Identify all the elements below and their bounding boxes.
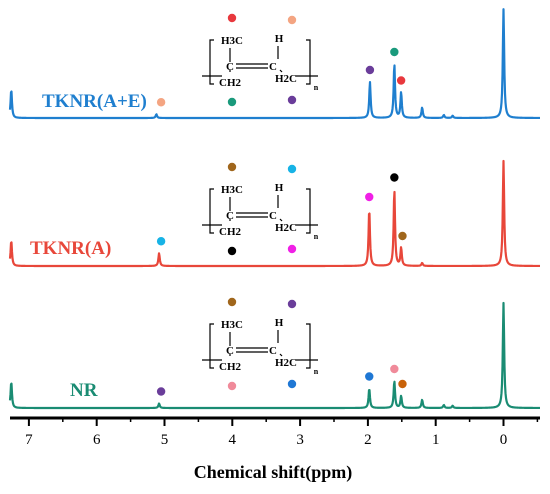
x-tick-label: 0 [500, 432, 508, 448]
hydrogen-label: H [275, 33, 284, 45]
structure-dot [287, 15, 297, 25]
ch2-left-label: CH2 [219, 226, 242, 238]
structure-dot [227, 162, 237, 172]
series-TKNR(A+E): TKNR(A+E) [8, 8, 541, 120]
carbon-label: C [269, 210, 277, 222]
peak-marker [390, 364, 399, 374]
methyl-label: H3C [221, 35, 243, 47]
carbon-label: C [269, 61, 277, 73]
peak-marker [365, 372, 374, 381]
bond [279, 69, 283, 73]
x-axis: 7 6 5 4 3 2 1 0 [10, 416, 540, 448]
x-axis-title: Chemical shift(ppm) [194, 462, 353, 483]
x-tick-label: 7 [25, 432, 33, 448]
repeat-subscript: n [314, 83, 319, 92]
spectrum-line [8, 8, 541, 120]
x-tick-label: 5 [161, 432, 169, 448]
structure-dot [287, 379, 297, 389]
carbon-label: C [269, 345, 277, 357]
structure-dot [287, 244, 297, 254]
bracket-left [209, 188, 214, 234]
peak-marker [398, 379, 407, 389]
structure-dot [227, 97, 237, 107]
structure-dot [287, 164, 297, 174]
structure-dot [287, 95, 297, 105]
bracket-right [306, 39, 311, 85]
spectrum-line [8, 159, 541, 268]
hydrogen-label: H [275, 182, 284, 194]
x-tick-label: 6 [93, 432, 101, 448]
series-NR: NR [8, 301, 541, 410]
structure-dot [227, 246, 237, 256]
spectra-layer: TKNR(A+E) TKNR(A) NR [8, 8, 541, 410]
repeat-unit-structure: H3C H C C CH2 H2C n [202, 297, 319, 391]
bracket-left [209, 39, 214, 85]
bracket-left [209, 323, 214, 369]
peak-marker [398, 231, 407, 241]
peak-marker [396, 76, 406, 85]
ch2-left-label: CH2 [219, 361, 242, 373]
sample-label: NR [70, 380, 98, 401]
bond [279, 218, 283, 222]
structure-dot [227, 13, 237, 23]
repeat-unit-structure: H3C H C C CH2 H2C n [202, 162, 319, 256]
peak-marker [365, 65, 375, 75]
bracket-right [306, 188, 311, 234]
x-tick-label: 2 [364, 432, 372, 448]
repeat-subscript: n [314, 232, 319, 241]
x-tick-label: 4 [229, 432, 237, 448]
methyl-label: H3C [221, 319, 243, 331]
bond [279, 353, 283, 357]
bracket-right [306, 323, 311, 369]
structure-dot [227, 381, 237, 391]
ch2-right-label: H2C [275, 222, 297, 234]
peak-marker [156, 387, 166, 396]
ch2-right-label: H2C [275, 73, 297, 85]
ch2-left-label: CH2 [219, 77, 242, 89]
spectrum-line [8, 301, 541, 410]
carbon-label: C [226, 210, 234, 222]
repeat-unit-structure: H3C H C C CH2 H2C n [202, 13, 319, 107]
peak-marker [365, 192, 374, 202]
structure-dot [287, 299, 297, 309]
peak-marker [390, 173, 399, 182]
hydrogen-label: H [275, 317, 284, 329]
peak-marker [156, 98, 166, 107]
sample-label: TKNR(A) [30, 238, 111, 259]
sample-label: TKNR(A+E) [42, 91, 147, 112]
peak-marker [390, 47, 399, 57]
x-tick-label: 1 [432, 432, 440, 448]
methyl-label: H3C [221, 184, 243, 196]
peak-marker [156, 237, 166, 246]
carbon-label: C [226, 61, 234, 73]
x-tick-label: 3 [296, 432, 304, 448]
repeat-subscript: n [314, 367, 319, 376]
series-TKNR(A): TKNR(A) [8, 159, 541, 268]
structure-dot [227, 297, 237, 307]
structures-layer: H3C H C C CH2 H2C n H3C H C C CH2 H2C n H3C H C C CH2 H2C n [202, 13, 319, 391]
carbon-label: C [226, 345, 234, 357]
ch2-right-label: H2C [275, 357, 297, 369]
